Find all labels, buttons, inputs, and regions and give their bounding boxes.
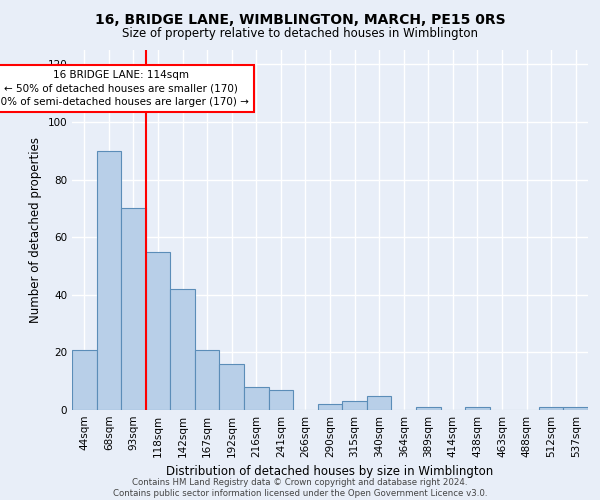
Text: Size of property relative to detached houses in Wimblington: Size of property relative to detached ho… — [122, 28, 478, 40]
Bar — [195, 350, 220, 410]
Bar — [170, 289, 195, 410]
Bar — [563, 407, 588, 410]
Text: 16, BRIDGE LANE, WIMBLINGTON, MARCH, PE15 0RS: 16, BRIDGE LANE, WIMBLINGTON, MARCH, PE1… — [95, 12, 505, 26]
Bar — [97, 151, 121, 410]
Bar — [318, 404, 342, 410]
Bar — [121, 208, 146, 410]
Bar — [539, 407, 563, 410]
Bar — [244, 387, 269, 410]
Bar — [146, 252, 170, 410]
X-axis label: Distribution of detached houses by size in Wimblington: Distribution of detached houses by size … — [166, 466, 494, 478]
Bar — [220, 364, 244, 410]
Text: Contains HM Land Registry data © Crown copyright and database right 2024.
Contai: Contains HM Land Registry data © Crown c… — [113, 478, 487, 498]
Bar — [416, 407, 440, 410]
Bar — [72, 350, 97, 410]
Bar — [342, 402, 367, 410]
Bar — [367, 396, 391, 410]
Bar — [465, 407, 490, 410]
Bar — [269, 390, 293, 410]
Y-axis label: Number of detached properties: Number of detached properties — [29, 137, 42, 323]
Text: 16 BRIDGE LANE: 114sqm
← 50% of detached houses are smaller (170)
50% of semi-de: 16 BRIDGE LANE: 114sqm ← 50% of detached… — [0, 70, 248, 106]
